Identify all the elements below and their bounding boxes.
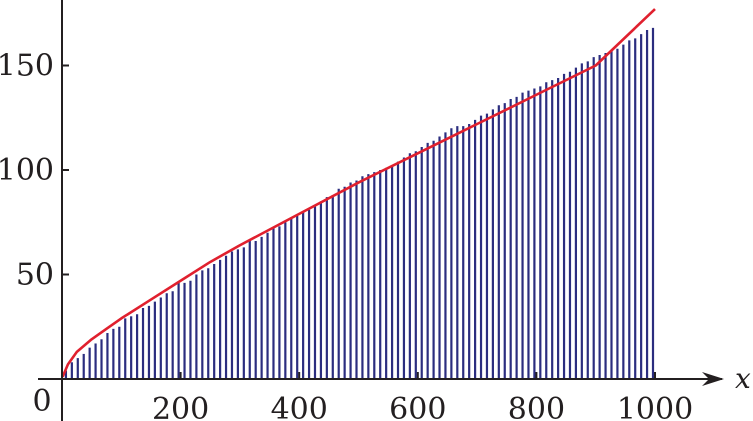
x-ticks-layer: 200 400 600 800 1000	[152, 372, 693, 421]
x-tick-label: 400	[271, 392, 328, 421]
x-tick-label: 1000	[617, 392, 693, 421]
y-tick-label: 150	[0, 49, 54, 84]
y-tick-label: 50	[16, 258, 54, 293]
x-tick-label: 800	[508, 392, 565, 421]
x-tick-label: 200	[152, 392, 209, 421]
x-tick-label: 600	[389, 392, 446, 421]
origin-label: 0	[32, 384, 51, 419]
curve-line	[61, 8, 656, 378]
bars-layer	[64, 27, 655, 379]
axes-layer	[38, 0, 724, 421]
y-ticks-layer: 50 100 150	[0, 49, 69, 293]
curve-layer	[61, 8, 656, 378]
y-tick-label: 100	[0, 153, 54, 188]
x-axis-label: x	[735, 362, 751, 395]
